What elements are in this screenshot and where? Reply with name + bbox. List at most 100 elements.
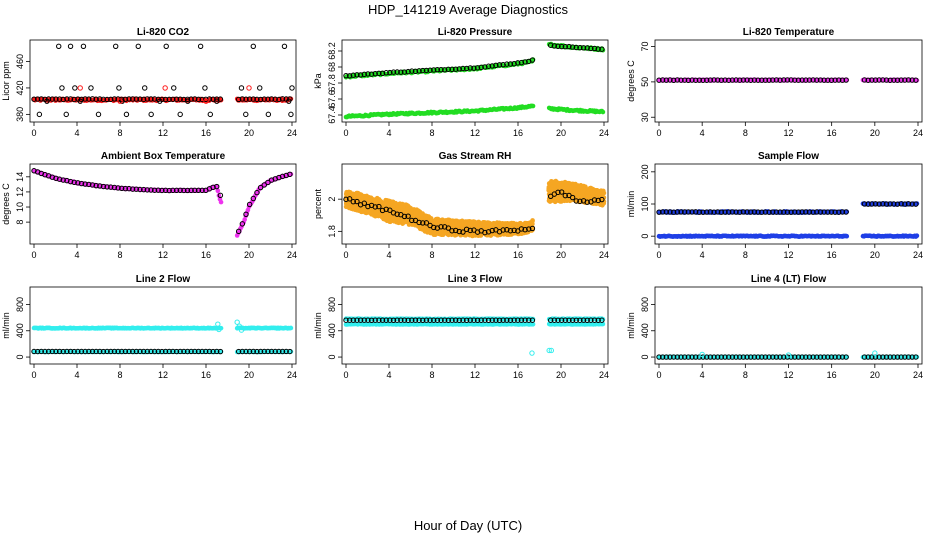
data-point [792,77,798,83]
data-point [257,96,264,103]
panel-title: Line 3 Flow [448,274,503,285]
data-point [438,66,444,73]
data-point [77,85,83,91]
x-axis: 0 4 8 12 16 20 24 [31,364,297,380]
data-point [504,61,510,67]
data-point [80,43,87,50]
data-point [100,96,107,103]
y-axis-label: kPa [313,73,323,89]
data-point [452,66,459,72]
data-point [34,96,41,102]
data-point [456,66,463,72]
data-point [659,77,666,83]
data-point [588,45,594,52]
data-point [343,72,349,79]
data-point [876,77,882,83]
series-black-upper [343,42,605,79]
data-point [703,77,710,83]
x-tick-label: 0 [31,370,36,380]
data-point [254,96,260,102]
data-point [44,98,50,104]
data-point [744,77,750,83]
data-point [357,72,364,78]
x-tick-label: 20 [244,128,254,138]
data-point [82,96,88,102]
data-point [137,96,143,102]
data-point [474,65,481,71]
x-tick-label: 16 [513,128,523,138]
y-tick-label: 800 [15,297,25,312]
data-point [60,177,66,183]
data-point [63,111,69,118]
x-tick-label: 8 [743,128,748,138]
data-point [471,65,477,71]
data-point [89,96,96,102]
data-point [88,85,94,91]
y-tick-label: 1.8 [327,225,337,238]
panel-title: Li-820 Temperature [743,27,835,38]
data-point [390,69,397,75]
y-tick-label: 0 [640,234,650,239]
x-tick-label: 20 [244,370,254,380]
data-point [843,77,849,83]
x-tick-label: 4 [74,250,79,260]
y-tick-label: 400 [15,323,25,338]
data-point [53,96,59,102]
data-point [522,59,528,65]
data-point [600,316,606,322]
data-point [113,43,119,50]
data-point [140,96,147,103]
x-axis: 0 4 8 12 16 20 24 [31,122,297,138]
series-black-upper [36,43,295,118]
data-point [279,96,286,102]
data-point [558,43,565,50]
panel-title: Line 2 Flow [136,274,191,285]
y-tick-label: 100 [640,196,650,211]
series-black [656,77,919,83]
data-point [667,77,673,83]
data-point [95,111,102,118]
data-point [235,96,242,103]
data-point [207,111,214,118]
data-point [678,77,684,83]
data-point [75,180,81,186]
y-tick-label: 67.6 [327,90,337,108]
data-point [31,96,37,102]
x-tick-label: 4 [386,250,391,260]
data-point [434,66,441,73]
data-point [445,66,452,72]
plot-frame [29,39,297,123]
data-point [177,96,183,102]
data-point [755,77,761,83]
data-point [405,68,411,75]
data-point [416,68,422,74]
y-tick-label: 380 [15,107,25,122]
data-point [286,98,292,104]
y-tick-label: 67.4 [327,106,337,124]
x-axis: 0 4 8 12 16 20 24 [656,244,923,260]
data-point [64,96,70,102]
data-point [38,96,45,102]
data-point [740,77,747,83]
panel-title: Ambient Box Temperature [101,151,226,162]
data-point [692,77,699,83]
data-point [86,181,92,188]
y-axis-label: ml/min [313,312,323,339]
y-axis-label: degrees C [1,183,11,225]
data-point [60,96,66,103]
data-point [601,190,607,196]
data-point [265,96,271,102]
data-point [387,69,393,76]
data-point [674,77,681,83]
data-point [89,182,96,188]
data-point [243,111,249,118]
x-tick-label: 4 [700,128,705,138]
data-point [788,77,794,83]
data-point [246,96,253,102]
series-red-outliers [77,85,252,104]
data-point [441,67,448,73]
